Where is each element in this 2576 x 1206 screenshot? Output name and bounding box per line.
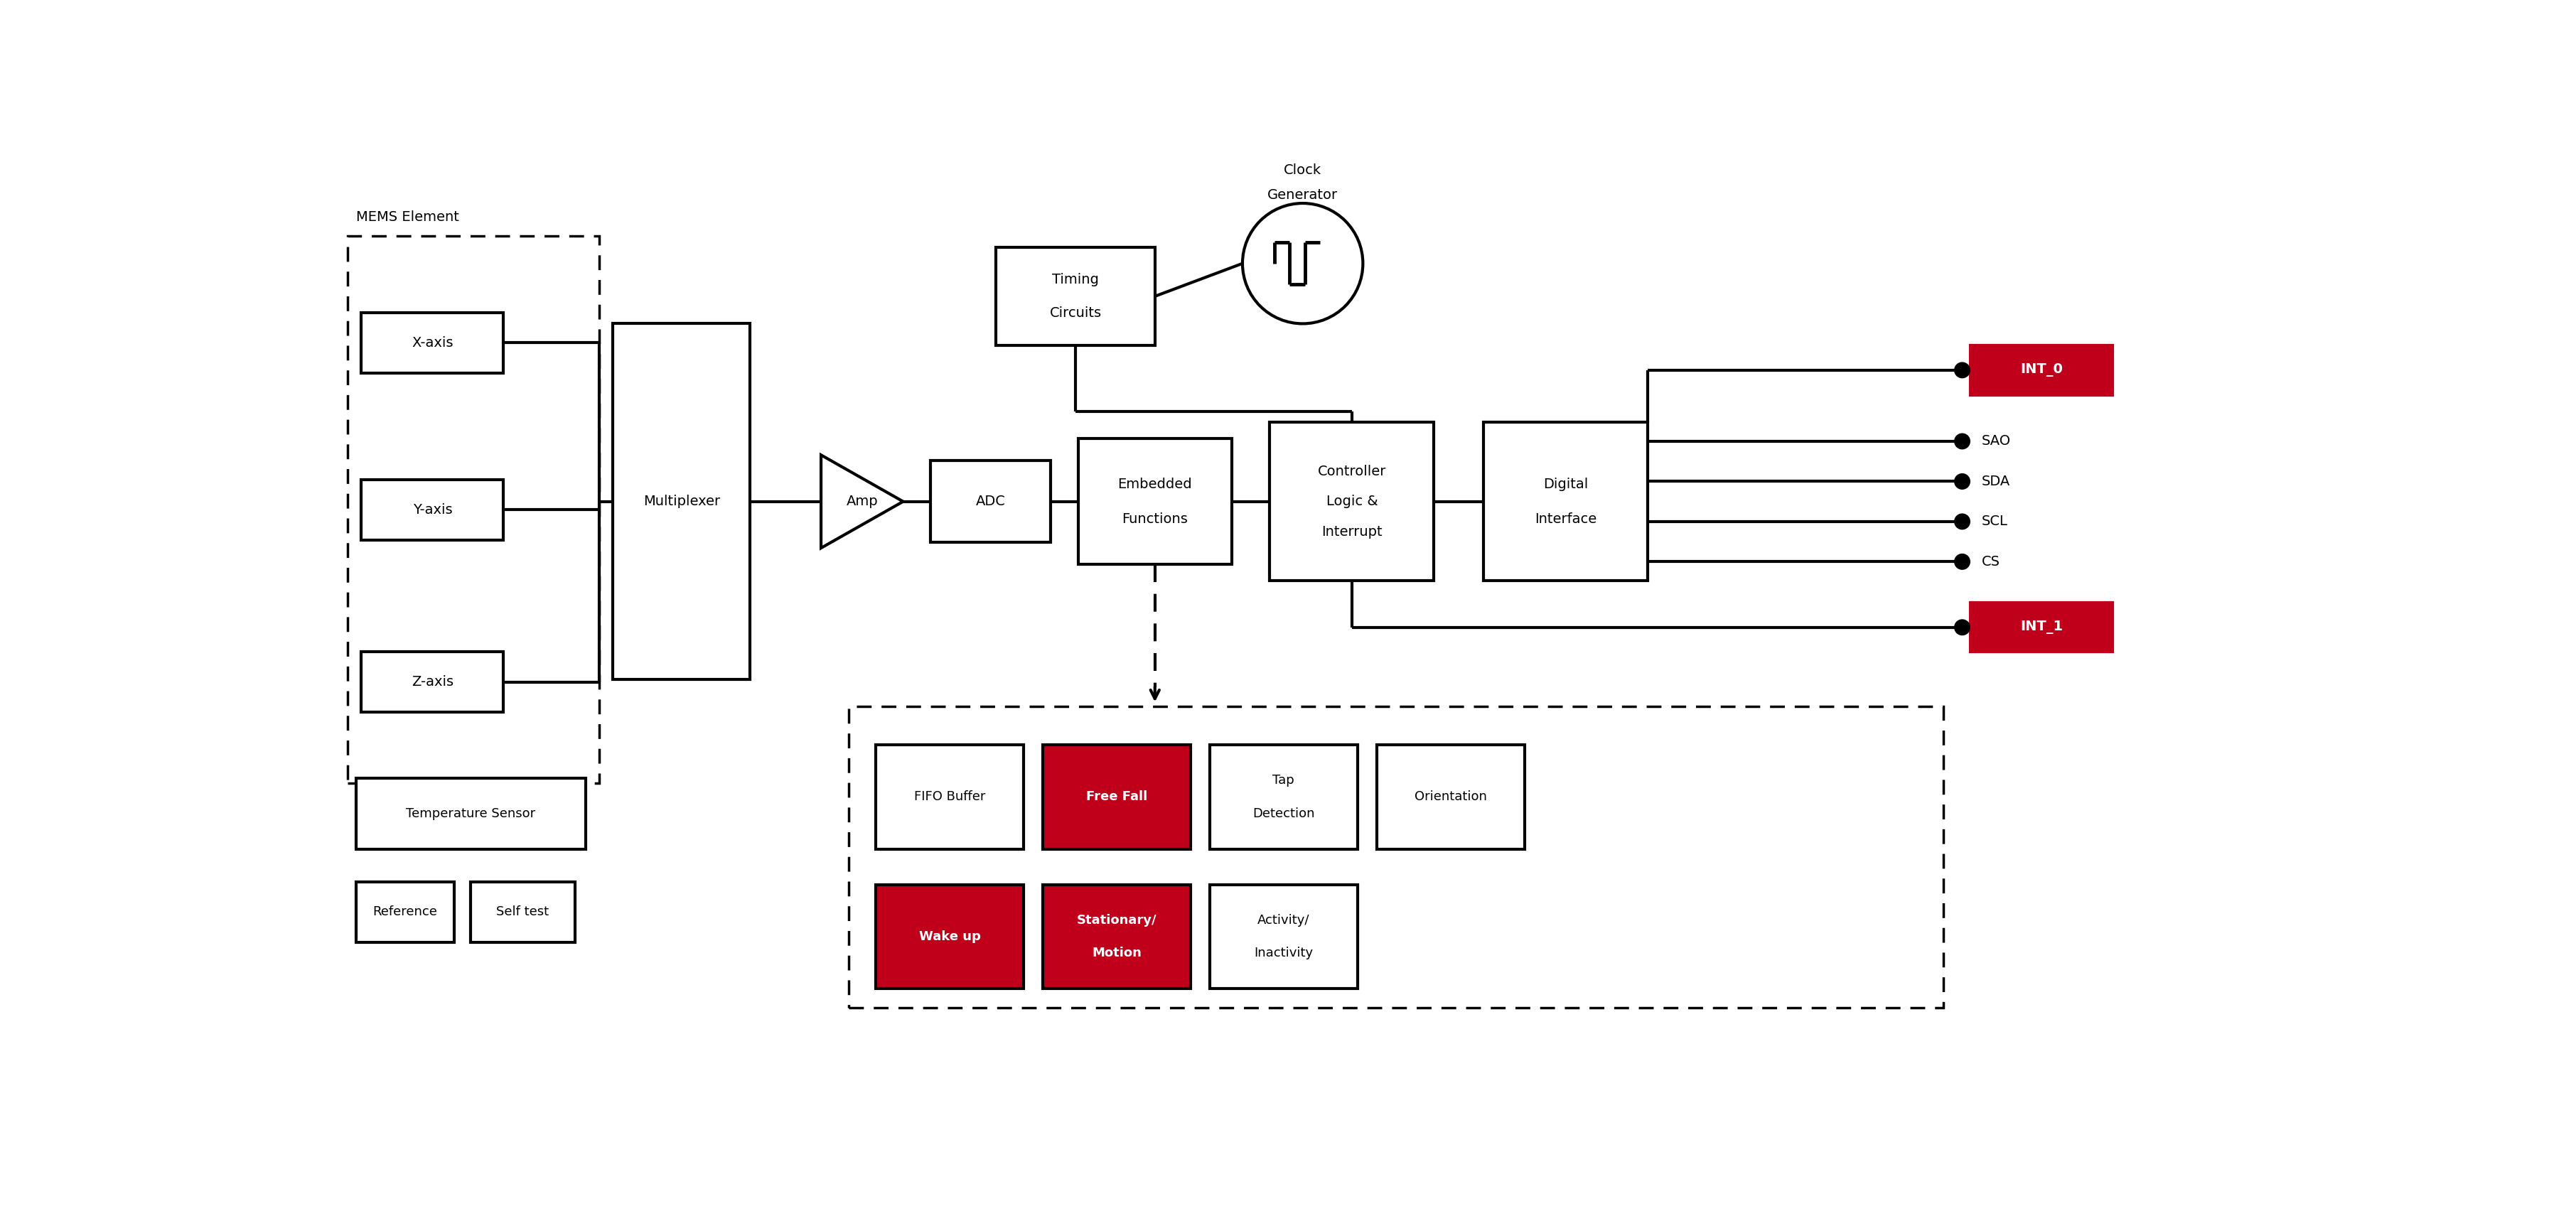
Text: Inactivity: Inactivity bbox=[1255, 947, 1314, 959]
Text: Wake up: Wake up bbox=[920, 930, 981, 943]
FancyBboxPatch shape bbox=[471, 882, 574, 942]
Text: INT_1: INT_1 bbox=[2020, 621, 2063, 634]
Text: MEMS Element: MEMS Element bbox=[355, 210, 459, 223]
Circle shape bbox=[1955, 434, 1971, 449]
FancyBboxPatch shape bbox=[930, 461, 1051, 543]
Text: Embedded: Embedded bbox=[1118, 478, 1193, 491]
Text: Free Fall: Free Fall bbox=[1087, 791, 1146, 803]
Text: Y-axis: Y-axis bbox=[412, 503, 453, 516]
FancyBboxPatch shape bbox=[997, 247, 1154, 346]
Text: CS: CS bbox=[1981, 555, 1999, 568]
FancyBboxPatch shape bbox=[1971, 603, 2112, 652]
Text: Amp: Amp bbox=[848, 494, 878, 508]
Text: Self test: Self test bbox=[497, 906, 549, 918]
Text: Functions: Functions bbox=[1123, 513, 1188, 526]
Text: Controller: Controller bbox=[1319, 464, 1386, 478]
Text: Interface: Interface bbox=[1535, 513, 1597, 526]
FancyBboxPatch shape bbox=[613, 323, 750, 679]
FancyBboxPatch shape bbox=[876, 745, 1023, 849]
Text: ADC: ADC bbox=[976, 494, 1005, 508]
Text: Multiplexer: Multiplexer bbox=[644, 494, 719, 508]
FancyBboxPatch shape bbox=[1079, 439, 1231, 564]
Text: Activity/: Activity/ bbox=[1257, 914, 1309, 926]
Text: Stationary/: Stationary/ bbox=[1077, 914, 1157, 926]
FancyBboxPatch shape bbox=[1270, 422, 1435, 581]
Text: Temperature Sensor: Temperature Sensor bbox=[407, 807, 536, 820]
FancyBboxPatch shape bbox=[1043, 745, 1190, 849]
FancyBboxPatch shape bbox=[1484, 422, 1649, 581]
Circle shape bbox=[1242, 204, 1363, 323]
Text: SCL: SCL bbox=[1981, 515, 2007, 528]
Text: Digital: Digital bbox=[1543, 478, 1587, 491]
Circle shape bbox=[1955, 474, 1971, 490]
FancyBboxPatch shape bbox=[1211, 745, 1358, 849]
FancyBboxPatch shape bbox=[876, 884, 1023, 989]
Circle shape bbox=[1955, 620, 1971, 636]
Text: SAO: SAO bbox=[1981, 434, 2012, 449]
Circle shape bbox=[1955, 514, 1971, 529]
Text: FIFO Buffer: FIFO Buffer bbox=[914, 791, 987, 803]
Text: Generator: Generator bbox=[1267, 188, 1337, 201]
FancyBboxPatch shape bbox=[361, 312, 502, 373]
FancyBboxPatch shape bbox=[355, 882, 453, 942]
Text: Logic &: Logic & bbox=[1327, 494, 1378, 508]
FancyBboxPatch shape bbox=[355, 778, 585, 849]
Text: SDA: SDA bbox=[1981, 475, 2009, 488]
Text: Clock: Clock bbox=[1283, 164, 1321, 177]
Text: Z-axis: Z-axis bbox=[412, 675, 453, 689]
Text: Interrupt: Interrupt bbox=[1321, 525, 1383, 538]
Text: Detection: Detection bbox=[1252, 807, 1314, 820]
Text: INT_0: INT_0 bbox=[2020, 363, 2063, 377]
Text: Motion: Motion bbox=[1092, 947, 1141, 959]
FancyBboxPatch shape bbox=[361, 652, 502, 713]
Text: Tap: Tap bbox=[1273, 774, 1296, 788]
FancyBboxPatch shape bbox=[1211, 884, 1358, 989]
Text: X-axis: X-axis bbox=[412, 336, 453, 350]
Text: Timing: Timing bbox=[1051, 273, 1100, 287]
Text: Circuits: Circuits bbox=[1048, 306, 1103, 320]
Circle shape bbox=[1955, 554, 1971, 569]
Polygon shape bbox=[822, 455, 904, 548]
FancyBboxPatch shape bbox=[1376, 745, 1525, 849]
FancyBboxPatch shape bbox=[1971, 346, 2112, 394]
FancyBboxPatch shape bbox=[361, 480, 502, 540]
Text: Reference: Reference bbox=[374, 906, 438, 918]
FancyBboxPatch shape bbox=[1043, 884, 1190, 989]
Text: Orientation: Orientation bbox=[1414, 791, 1486, 803]
Circle shape bbox=[1955, 363, 1971, 377]
